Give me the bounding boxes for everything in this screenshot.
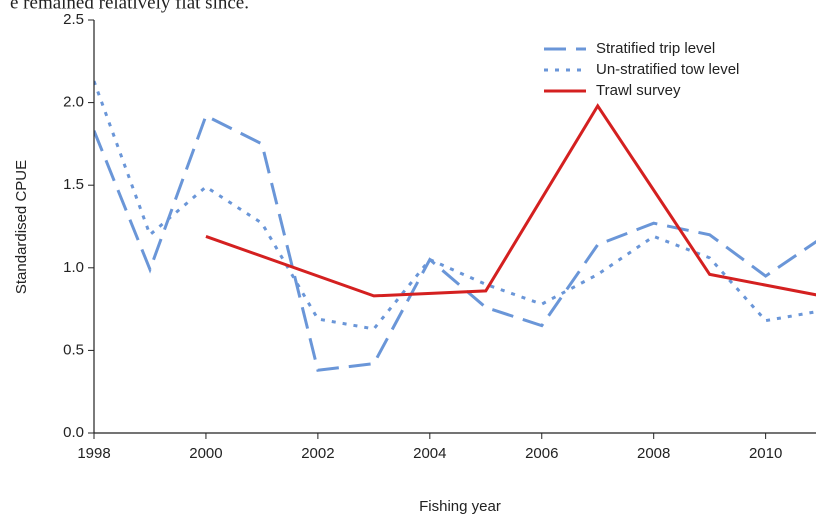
y-axis-label: Standardised CPUE: [13, 160, 30, 294]
x-tick-label: 1998: [77, 445, 110, 462]
x-axis-label: Fishing year: [419, 498, 501, 515]
series-line: [94, 113, 816, 372]
x-tick-label: 2006: [525, 445, 558, 462]
x-tick-label: 2008: [637, 445, 670, 462]
legend-label: Un-stratified tow level: [596, 61, 739, 78]
x-tick-label: 2004: [413, 445, 446, 462]
x-tick-label: 2002: [301, 445, 334, 462]
legend-label: Stratified trip level: [596, 40, 715, 57]
y-tick-label: 2.0: [63, 94, 84, 111]
caption: e remained relatively flat since.: [10, 0, 249, 13]
legend-label: Trawl survey: [596, 82, 681, 99]
y-tick-label: 0.5: [63, 341, 84, 358]
series-line: [205, 103, 816, 298]
plot-area: [94, 80, 816, 372]
x-tick-label: 2000: [189, 445, 222, 462]
y-tick-label: 1.0: [63, 259, 84, 276]
y-tick-label: 1.5: [63, 176, 84, 193]
y-tick-label: 2.5: [63, 11, 84, 28]
x-tick-label: 2010: [749, 445, 782, 462]
y-tick-label: 0.0: [63, 424, 84, 441]
